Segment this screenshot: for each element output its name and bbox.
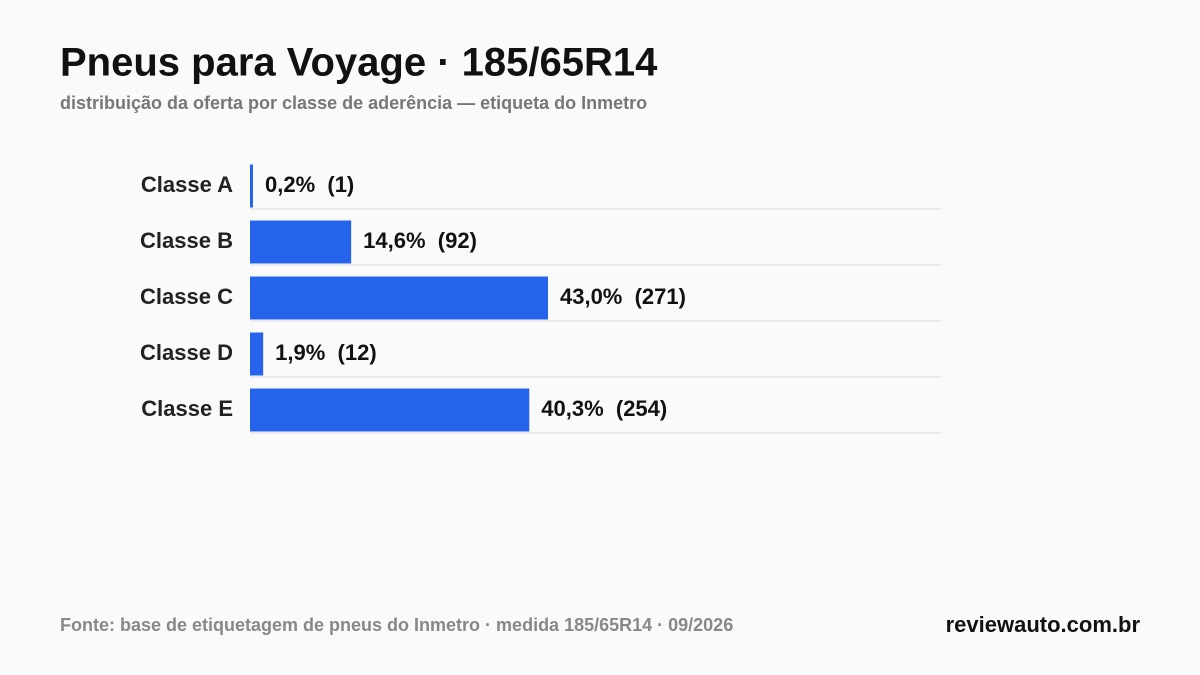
value-label: 0,2% (1): [265, 172, 354, 197]
value-label: 40,3% (254): [541, 396, 667, 421]
bar: [250, 276, 548, 320]
category-label: Classe D: [140, 340, 233, 365]
chart-title: Pneus para Voyage · 185/65R14: [60, 41, 658, 85]
category-label: Classe A: [141, 172, 233, 197]
category-label: Classe E: [141, 396, 233, 421]
bar: [250, 220, 352, 264]
value-label: 14,6% (92): [363, 228, 477, 253]
category-label: Classe B: [140, 228, 233, 253]
value-label: 1,9% (12): [275, 340, 377, 365]
bar: [250, 332, 264, 376]
category-label: Classe C: [140, 284, 233, 309]
bar: [250, 164, 253, 208]
chart-subtitle: distribuição da oferta por classe de ade…: [60, 93, 647, 113]
source-note: Fonte: base de etiquetagem de pneus do I…: [60, 615, 733, 635]
brand: reviewauto.com.br: [946, 612, 1141, 637]
value-label: 43,0% (271): [560, 284, 686, 309]
bar: [250, 388, 530, 432]
